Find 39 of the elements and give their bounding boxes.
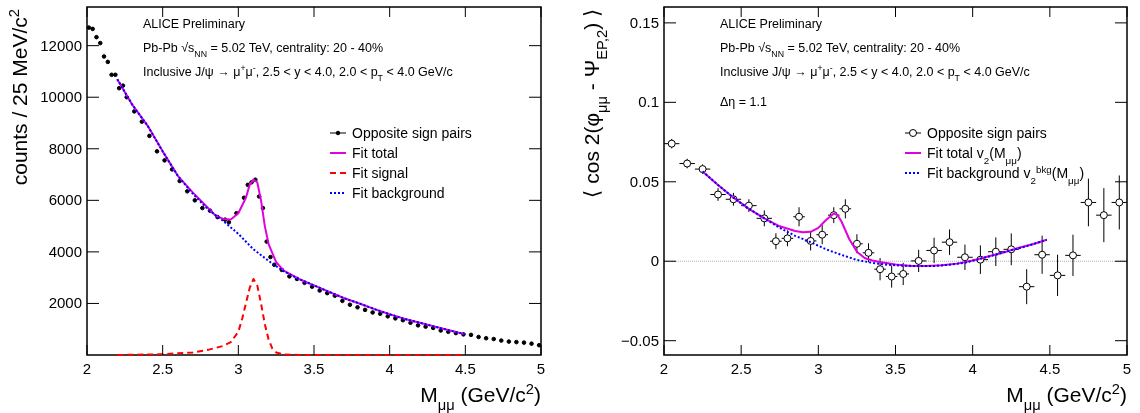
y-tick-label: 0.1 — [638, 93, 659, 111]
x-tick-label: 3 — [814, 360, 823, 377]
x-tick-label: 2 — [82, 360, 92, 377]
annotation: Pb-Pb √s$_{NN}$ = 5.02 TeV, centrality: 20 - 40% — [720, 41, 961, 59]
x-tick-label: 2.5 — [730, 360, 752, 377]
y-tick-label: 6000 — [48, 191, 82, 209]
x-tick-label: 3.5 — [303, 360, 325, 377]
x-tick-label: 4.5 — [1039, 360, 1061, 377]
y-tick-label: 10000 — [40, 88, 82, 106]
y-tick-label: −0.05 — [621, 331, 659, 349]
legend-label: Opposite sign pairs — [352, 125, 472, 141]
y-tick-label: 2000 — [48, 294, 82, 312]
y-tick-label: 12000 — [40, 36, 82, 54]
x-axis-title: M$_{μμ}$ (GeV/c$^{2}$) — [1006, 381, 1127, 413]
annotation: ALICE Preliminary — [143, 17, 246, 31]
annotation: Inclusive J/ψ → μ$^{+}$μ$^{-}$, 2.5 < y < 4.0, 2.0 < p$_{T}$ < 4.0 GeV/c — [143, 63, 453, 83]
x-tick-label: 5 — [536, 360, 546, 377]
y-tick-label: 0.05 — [629, 172, 659, 190]
y-tick-label: 4000 — [48, 242, 82, 260]
y-tick-label: 0.15 — [629, 13, 659, 31]
legend-label: Fit signal — [352, 165, 409, 181]
x-tick-label: 2.5 — [152, 360, 174, 377]
x-tick-label: 4 — [968, 360, 977, 377]
legend-label: Fit total — [352, 145, 398, 161]
x-axis-title: M$_{μμ}$ (GeV/c$^{2}$) — [420, 381, 541, 413]
annotation: Pb-Pb √s$_{NN}$ = 5.02 TeV, centrality: 20 - 40% — [143, 41, 384, 59]
x-tick-label: 3 — [234, 360, 243, 377]
x-tick-label: 3.5 — [885, 360, 906, 377]
x-tick-label: 4.5 — [454, 360, 476, 377]
y-tick-label: 8000 — [48, 139, 82, 157]
legend-label: Fit background — [352, 185, 445, 201]
x-tick-label: 4 — [385, 360, 394, 377]
annotation: Δη = 1.1 — [720, 95, 767, 109]
annotation: Inclusive J/ψ → μ$^{+}$μ$^{-}$, 2.5 < y < 4.0, 2.0 < p$_{T}$ < 4.0 GeV/c — [720, 63, 1030, 83]
legend-label: Opposite sign pairs — [927, 125, 1047, 141]
annotation: ALICE Preliminary — [720, 17, 823, 31]
x-tick-label: 2 — [659, 360, 669, 377]
y-tick-label: 0 — [650, 252, 659, 270]
x-tick-label: 5 — [1122, 360, 1132, 377]
